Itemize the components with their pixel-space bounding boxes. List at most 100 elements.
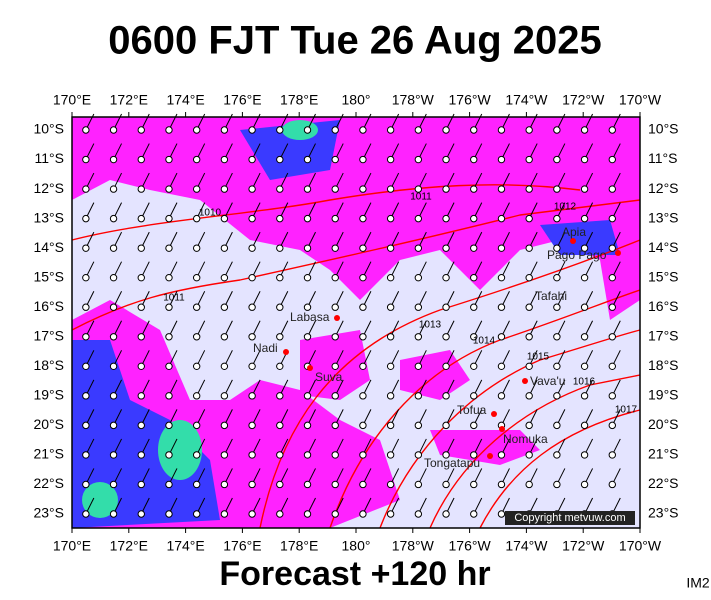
station bbox=[359, 126, 367, 134]
station bbox=[137, 126, 145, 134]
station bbox=[580, 155, 589, 164]
station bbox=[442, 451, 450, 459]
station bbox=[276, 126, 284, 134]
station bbox=[497, 244, 506, 252]
corner-label: IM2 bbox=[686, 575, 710, 591]
station bbox=[580, 421, 589, 430]
station bbox=[303, 333, 312, 341]
station bbox=[303, 126, 312, 134]
station bbox=[82, 421, 90, 430]
lat-label: 23°S bbox=[33, 505, 64, 521]
station bbox=[109, 392, 118, 400]
station bbox=[192, 126, 201, 134]
station bbox=[580, 451, 589, 459]
station bbox=[331, 155, 339, 164]
station bbox=[386, 480, 395, 489]
station bbox=[442, 480, 450, 489]
lon-label: 178°E bbox=[280, 92, 318, 108]
station bbox=[137, 510, 145, 518]
place-name: Pago Pago bbox=[547, 248, 607, 262]
place-name: Tofua bbox=[457, 403, 487, 417]
station bbox=[165, 244, 173, 252]
station bbox=[359, 333, 367, 341]
station bbox=[553, 421, 561, 430]
station bbox=[276, 273, 284, 282]
station bbox=[303, 510, 312, 518]
station bbox=[220, 303, 229, 311]
station bbox=[442, 392, 450, 400]
station bbox=[276, 421, 284, 430]
lon-label: 178°E bbox=[280, 538, 318, 554]
station bbox=[525, 480, 533, 489]
station bbox=[220, 273, 229, 282]
lat-label: 18°S bbox=[33, 357, 64, 373]
station bbox=[165, 392, 173, 400]
station bbox=[276, 244, 284, 252]
station bbox=[497, 126, 506, 134]
station bbox=[497, 303, 506, 311]
station bbox=[137, 480, 145, 489]
station bbox=[276, 303, 284, 311]
station bbox=[470, 451, 478, 459]
station bbox=[165, 185, 173, 193]
station bbox=[608, 244, 616, 252]
station bbox=[553, 273, 561, 282]
station bbox=[608, 333, 616, 341]
station bbox=[470, 333, 478, 341]
station bbox=[192, 214, 201, 223]
station bbox=[497, 451, 506, 459]
lon-label: 170°E bbox=[53, 92, 91, 108]
station bbox=[109, 362, 118, 371]
station bbox=[414, 421, 423, 430]
station bbox=[192, 185, 201, 193]
lon-label: 178°W bbox=[392, 538, 435, 554]
station bbox=[414, 126, 423, 134]
station bbox=[470, 303, 478, 311]
station bbox=[580, 185, 589, 193]
lat-label: 20°S bbox=[648, 416, 679, 432]
station bbox=[137, 421, 145, 430]
station bbox=[553, 155, 561, 164]
station bbox=[525, 273, 533, 282]
lat-label: 10°S bbox=[33, 121, 64, 137]
station bbox=[470, 480, 478, 489]
station bbox=[109, 333, 118, 341]
station bbox=[192, 333, 201, 341]
station bbox=[331, 126, 339, 134]
station bbox=[442, 421, 450, 430]
lat-label: 21°S bbox=[33, 446, 64, 462]
station bbox=[470, 155, 478, 164]
station bbox=[386, 362, 395, 371]
station bbox=[414, 185, 423, 193]
station bbox=[220, 155, 229, 164]
isobar-label: 1011 bbox=[163, 293, 185, 304]
lat-label: 14°S bbox=[33, 239, 64, 255]
station bbox=[442, 244, 450, 252]
isobar-label: 1017 bbox=[615, 405, 638, 416]
station bbox=[165, 155, 173, 164]
station bbox=[553, 214, 561, 223]
isobar-label: 1015 bbox=[527, 352, 550, 363]
station bbox=[414, 451, 423, 459]
station bbox=[109, 126, 118, 134]
station bbox=[525, 421, 533, 430]
station bbox=[220, 451, 229, 459]
station bbox=[331, 421, 339, 430]
lat-label: 19°S bbox=[33, 387, 64, 403]
lon-label: 180° bbox=[342, 538, 371, 554]
lat-label: 17°S bbox=[33, 327, 64, 343]
station bbox=[276, 451, 284, 459]
station bbox=[497, 510, 506, 518]
rain-region bbox=[430, 430, 540, 465]
station bbox=[165, 480, 173, 489]
station bbox=[553, 126, 561, 134]
isobar bbox=[329, 289, 641, 529]
station bbox=[470, 214, 478, 223]
station bbox=[470, 510, 478, 518]
station bbox=[220, 421, 229, 430]
station bbox=[109, 155, 118, 164]
station bbox=[303, 451, 312, 459]
station bbox=[331, 333, 339, 341]
lon-label: 170°E bbox=[53, 538, 91, 554]
station bbox=[165, 333, 173, 341]
